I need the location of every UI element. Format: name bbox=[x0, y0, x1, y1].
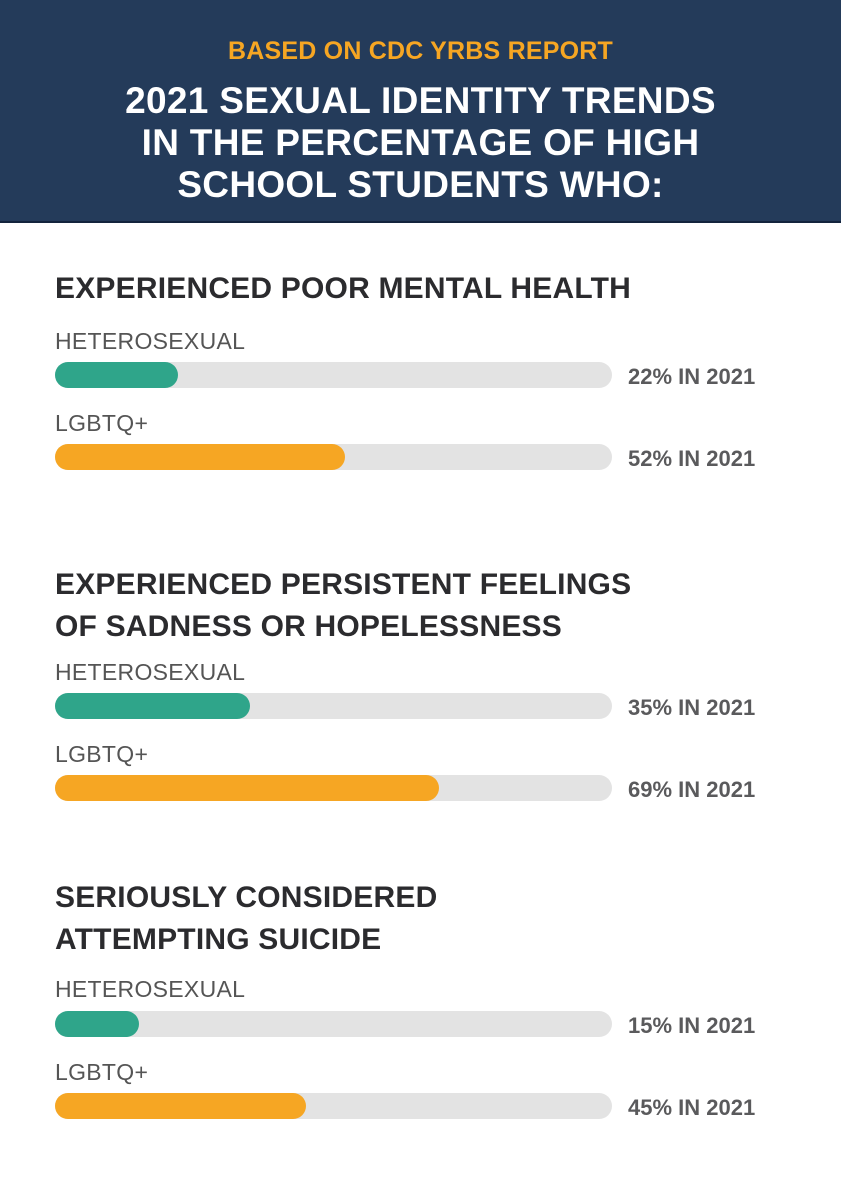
section-title-line: OF SADNESS OR HOPELESSNESS bbox=[55, 610, 562, 643]
section-poor-mental-health: EXPERIENCED POOR MENTAL HEALTH HETEROSEX… bbox=[55, 268, 795, 488]
value-label: 69% IN 2021 bbox=[628, 777, 756, 802]
bar-fill-lgbtq bbox=[55, 775, 440, 801]
bar-track bbox=[55, 775, 612, 801]
section-considered-suicide: SERIOUSLY CONSIDERED ATTEMPTING SUICIDE … bbox=[55, 877, 795, 1127]
section-title: EXPERIENCED POOR MENTAL HEALTH bbox=[55, 268, 795, 310]
bar-track bbox=[55, 1011, 612, 1037]
bar-fill-heterosexual bbox=[55, 1011, 139, 1037]
title-line: IN THE PERCENTAGE OF HIGH bbox=[141, 122, 700, 163]
bar-fill-heterosexual bbox=[55, 693, 250, 719]
header-banner: BASED ON CDC YRBS REPORT 2021 SEXUAL IDE… bbox=[0, 0, 841, 223]
report-source-subtitle: BASED ON CDC YRBS REPORT bbox=[228, 37, 613, 65]
section-title: EXPERIENCED PERSISTENT FEELINGS OF SADNE… bbox=[55, 564, 795, 648]
value-label: 45% IN 2021 bbox=[628, 1095, 756, 1120]
section-title-line: ATTEMPTING SUICIDE bbox=[55, 923, 382, 956]
page-title: 2021 SEXUAL IDENTITY TRENDS IN THE PERCE… bbox=[0, 80, 841, 206]
section-sadness-hopelessness: EXPERIENCED PERSISTENT FEELINGS OF SADNE… bbox=[55, 564, 795, 804]
section-title: SERIOUSLY CONSIDERED ATTEMPTING SUICIDE bbox=[55, 877, 795, 961]
value-label: 15% IN 2021 bbox=[628, 1013, 756, 1038]
section-title-line: EXPERIENCED POOR MENTAL HEALTH bbox=[55, 272, 632, 305]
bar-fill-lgbtq bbox=[55, 1093, 306, 1119]
group-label-heterosexual: HETEROSEXUAL bbox=[55, 659, 246, 685]
group-label-heterosexual: HETEROSEXUAL bbox=[55, 328, 246, 354]
group-label-lgbtq: LGBTQ+ bbox=[55, 410, 149, 436]
value-label: 52% IN 2021 bbox=[628, 446, 756, 471]
section-title-line: EXPERIENCED PERSISTENT FEELINGS bbox=[55, 568, 632, 601]
bar-track bbox=[55, 362, 612, 388]
group-label-lgbtq: LGBTQ+ bbox=[55, 741, 149, 767]
group-label-heterosexual: HETEROSEXUAL bbox=[55, 976, 246, 1002]
bar-track bbox=[55, 693, 612, 719]
value-label: 35% IN 2021 bbox=[628, 695, 756, 720]
value-label: 22% IN 2021 bbox=[628, 364, 756, 389]
bar-fill-lgbtq bbox=[55, 444, 345, 470]
group-label-lgbtq: LGBTQ+ bbox=[55, 1059, 149, 1085]
title-line: 2021 SEXUAL IDENTITY TRENDS bbox=[125, 80, 716, 121]
bar-track bbox=[55, 444, 612, 470]
section-title-line: SERIOUSLY CONSIDERED bbox=[55, 881, 438, 914]
bar-track bbox=[55, 1093, 612, 1119]
bar-fill-heterosexual bbox=[55, 362, 178, 388]
title-line: SCHOOL STUDENTS WHO: bbox=[177, 164, 664, 205]
